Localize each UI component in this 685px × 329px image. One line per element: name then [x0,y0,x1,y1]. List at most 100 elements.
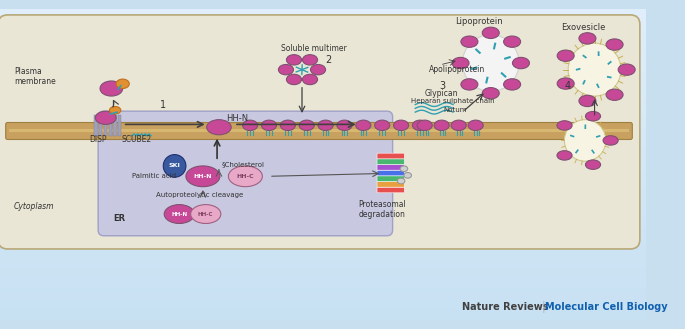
Bar [0,285,647,286]
Bar [0,217,647,218]
Bar [0,30,647,31]
Bar [0,144,647,145]
Bar [0,241,647,242]
Ellipse shape [164,205,195,223]
Text: Nature Reviews: Nature Reviews [462,302,549,312]
Bar [0,47,647,48]
Ellipse shape [207,120,232,135]
Bar [0,41,647,42]
Text: Palmitic acid: Palmitic acid [132,173,176,179]
Bar [0,208,647,209]
Bar [0,104,647,105]
Bar [0,110,647,111]
Bar [0,18,647,19]
Bar [0,251,647,252]
Bar [0,305,647,306]
Bar [0,308,647,309]
Bar [0,51,647,52]
Bar [0,263,647,264]
Bar [0,260,647,261]
Bar [0,194,647,195]
Bar [0,211,647,212]
Bar [0,209,647,210]
Bar [0,275,647,276]
Bar [0,226,647,227]
Bar [0,235,647,236]
Ellipse shape [303,74,318,85]
Bar [0,133,647,134]
Bar [0,283,647,284]
Bar [0,27,647,28]
Bar [0,310,647,311]
Bar [0,9,647,10]
Bar [0,107,647,108]
Circle shape [568,43,621,96]
Bar [0,179,647,180]
Bar [0,279,647,280]
Ellipse shape [606,89,623,100]
Ellipse shape [557,50,574,62]
Ellipse shape [606,39,623,50]
Bar [0,280,647,281]
Bar [0,100,647,101]
Text: Heparan sulphate chain: Heparan sulphate chain [410,98,494,104]
Text: HH-N: HH-N [194,174,212,179]
Bar [0,229,647,230]
Bar [0,181,647,182]
Bar [0,198,647,199]
Bar [0,82,647,83]
Bar [0,101,647,102]
FancyBboxPatch shape [0,15,640,249]
Bar [0,117,647,118]
Bar [0,199,647,200]
Bar [0,156,647,157]
Bar [0,37,647,38]
Ellipse shape [110,107,121,114]
Ellipse shape [280,120,295,131]
Bar [0,38,647,39]
Bar [0,151,647,152]
Bar [0,86,647,87]
Bar [0,43,647,44]
Bar [0,135,647,136]
Bar [0,202,647,203]
Ellipse shape [451,120,466,131]
Bar [0,272,647,273]
Bar [0,70,647,71]
Bar [0,274,647,275]
Bar [0,40,647,41]
Bar [0,31,647,32]
Bar [0,317,647,318]
Ellipse shape [394,120,409,131]
Bar [0,90,647,91]
Bar [0,91,647,92]
Bar [0,54,647,55]
Bar [0,282,647,283]
Bar [0,120,647,121]
Bar [0,137,647,138]
Bar [0,74,647,75]
Bar [0,270,647,271]
Bar [0,79,647,80]
Bar [0,73,647,74]
Ellipse shape [482,88,499,99]
Bar [0,124,647,125]
Bar [0,252,647,253]
Ellipse shape [356,120,371,131]
Bar [0,39,647,40]
Bar [0,306,647,307]
Bar [0,26,647,27]
Bar [0,89,647,90]
Bar [0,35,647,36]
Bar [0,245,647,246]
Bar [0,239,647,240]
Bar [0,185,647,186]
Bar [0,105,647,106]
Ellipse shape [278,64,293,75]
Bar [0,141,647,142]
Bar [0,234,647,235]
Ellipse shape [242,120,258,131]
Bar [0,112,647,113]
Bar [0,213,647,214]
Bar [0,118,647,119]
